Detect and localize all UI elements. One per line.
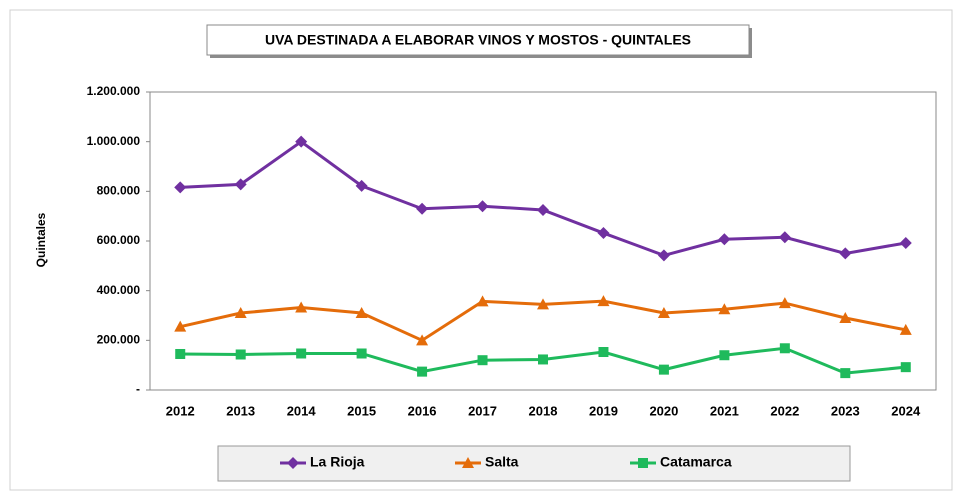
x-tick-label: 2020 [649,403,678,418]
marker [477,355,488,366]
x-tick-label: 2016 [408,403,437,418]
marker [638,458,648,468]
marker [295,135,308,148]
marker [234,178,247,191]
x-tick-label: 2015 [347,403,376,418]
marker [476,200,489,213]
y-tick-label: 200.000 [97,333,141,347]
marker [537,298,549,310]
x-tick-label: 2014 [287,403,317,418]
marker [355,307,368,319]
y-tick-label: 1.000.000 [87,134,141,148]
marker [537,203,549,216]
marker [900,362,911,373]
x-tick-label: 2013 [226,403,255,418]
marker [840,368,851,379]
marker [718,303,731,315]
marker [355,179,368,192]
marker [234,307,247,319]
marker [597,227,610,240]
x-tick-label: 2018 [529,403,558,418]
y-axis-label: Quintales [34,212,48,267]
marker [778,231,791,244]
chart-title: UVA DESTINADA A ELABORAR VINOS Y MOSTOS … [265,32,691,48]
marker [295,301,308,313]
marker [598,347,609,358]
legend-box [217,445,851,482]
marker [356,348,367,359]
y-tick-label: 600.000 [97,233,141,247]
chart-frame [9,9,953,491]
marker [462,457,474,468]
marker [287,457,299,469]
y-tick-label: 800.000 [97,184,141,198]
marker [416,334,429,346]
marker [296,348,307,359]
x-tick-label: 2012 [166,403,195,418]
marker [778,297,791,309]
marker [718,233,731,246]
marker [839,311,852,323]
marker [476,295,489,307]
marker [899,323,912,335]
x-tick-label: 2023 [831,403,860,418]
marker [175,348,186,359]
x-tick-label: 2017 [468,403,497,418]
marker [597,295,610,307]
marker [174,181,187,194]
marker [174,320,187,332]
marker [658,364,669,375]
marker [538,354,548,365]
x-tick-label: 2021 [710,403,739,418]
marker [417,366,428,377]
marker [839,247,852,260]
x-tick-label: 2024 [891,403,921,418]
y-tick-label: 400.000 [97,283,141,297]
legend-label: Catamarca [660,454,732,470]
x-tick-label: 2022 [770,403,799,418]
title-box [206,24,750,56]
marker [779,343,790,354]
marker [899,236,912,249]
x-tick-label: 2019 [589,403,618,418]
y-tick-label: 1.200.000 [87,84,141,98]
marker [719,350,730,361]
y-tick-label: - [136,382,140,396]
legend-label: La Rioja [310,454,365,470]
legend-label: Salta [485,454,519,470]
marker [657,249,670,262]
marker [235,349,246,360]
marker [657,307,670,319]
marker [416,202,429,215]
